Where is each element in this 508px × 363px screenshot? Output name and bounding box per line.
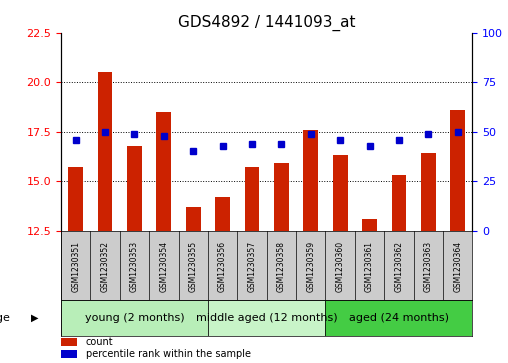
Text: GSM1230360: GSM1230360	[336, 241, 345, 292]
Bar	[61, 350, 77, 358]
Bar	[208, 300, 326, 336]
Bar	[127, 146, 142, 231]
Text: GSM1230358: GSM1230358	[277, 241, 286, 292]
Text: aged (24 months): aged (24 months)	[349, 313, 449, 323]
Text: GSM1230359: GSM1230359	[306, 241, 315, 292]
Bar	[61, 338, 77, 346]
Text: GSM1230363: GSM1230363	[424, 241, 433, 292]
Text: GSM1230354: GSM1230354	[160, 241, 168, 292]
Text: middle aged (12 months): middle aged (12 months)	[196, 313, 337, 323]
Text: GSM1230352: GSM1230352	[101, 241, 110, 292]
Text: ▶: ▶	[30, 313, 38, 323]
Bar	[98, 72, 112, 231]
Bar	[421, 154, 436, 231]
Text: GSM1230353: GSM1230353	[130, 241, 139, 292]
Text: GSM1230356: GSM1230356	[218, 241, 227, 292]
Title: GDS4892 / 1441093_at: GDS4892 / 1441093_at	[178, 15, 356, 31]
Bar	[392, 175, 406, 231]
Bar	[274, 163, 289, 231]
Bar	[186, 207, 201, 231]
Text: GSM1230351: GSM1230351	[71, 241, 80, 292]
Text: percentile rank within the sample: percentile rank within the sample	[86, 349, 250, 359]
Bar	[326, 300, 472, 336]
Bar	[61, 300, 208, 336]
Text: GSM1230357: GSM1230357	[247, 241, 257, 292]
Text: young (2 months): young (2 months)	[85, 313, 184, 323]
Text: GSM1230361: GSM1230361	[365, 241, 374, 292]
Bar	[451, 110, 465, 231]
Bar	[156, 112, 171, 231]
Bar	[245, 167, 260, 231]
Bar	[68, 167, 83, 231]
Text: age: age	[0, 313, 10, 323]
Bar	[303, 130, 318, 231]
Text: GSM1230355: GSM1230355	[188, 241, 198, 292]
Text: GSM1230362: GSM1230362	[394, 241, 403, 292]
Text: count: count	[86, 337, 113, 347]
Text: GSM1230364: GSM1230364	[453, 241, 462, 292]
Bar	[362, 219, 377, 231]
Bar	[333, 155, 347, 231]
Bar	[215, 197, 230, 231]
